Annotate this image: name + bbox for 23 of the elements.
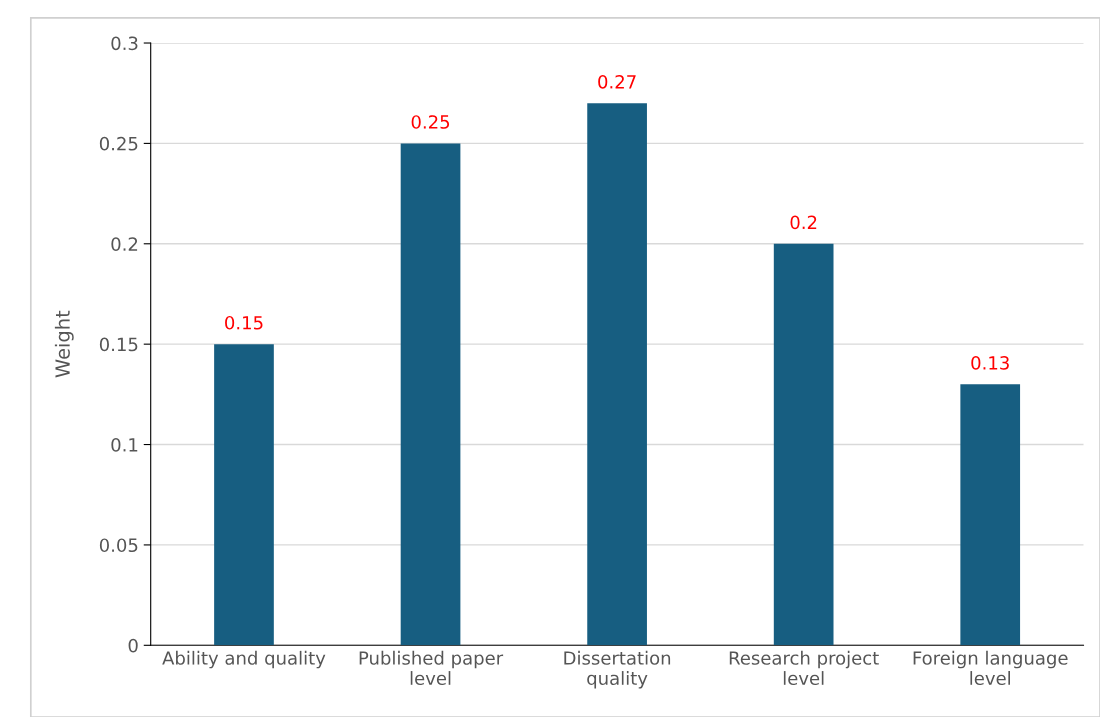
y-tick-label: 0.25 — [99, 136, 138, 151]
data-label: 0.2 — [790, 215, 817, 230]
x-tick-label: Published paper level — [359, 650, 504, 686]
bar — [960, 384, 1021, 646]
x-tick-label: Ability and quality — [162, 650, 326, 669]
y-tick-label: 0.15 — [99, 337, 138, 352]
bar — [214, 344, 274, 646]
bar — [400, 143, 461, 646]
x-tick-label: Foreign language level — [913, 650, 1068, 686]
y-tick-label: 0.3 — [111, 36, 138, 51]
y-tick-label: 0.05 — [99, 538, 138, 553]
bar — [587, 103, 647, 646]
x-tick-label: Dissertation quality — [564, 650, 671, 689]
y-tick-label: 0 — [128, 638, 138, 653]
data-label: 0.15 — [225, 315, 263, 330]
y-tick-label: 0.2 — [111, 237, 138, 251]
y-axis-title: Weight — [54, 310, 74, 378]
data-label: 0.13 — [971, 356, 1009, 370]
bar — [773, 243, 834, 646]
data-label: 0.27 — [598, 74, 636, 89]
data-label: 0.25 — [411, 115, 450, 129]
x-tick-label: Research project level — [729, 650, 879, 686]
y-tick-label: 0.1 — [111, 438, 138, 452]
